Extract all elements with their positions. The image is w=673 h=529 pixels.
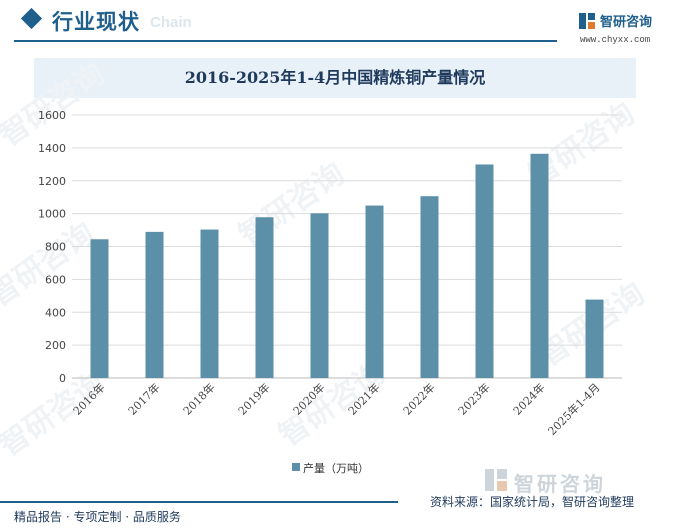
bar-chart: 0 200 400 600 800 1000 1200 1400 1600 2016年 2017年 2… bbox=[38, 109, 622, 438]
bar-5 bbox=[365, 205, 384, 378]
chart-title-band bbox=[34, 58, 636, 98]
y-tick-label: 1200 bbox=[38, 175, 66, 188]
brand-url: www.chyxx.com bbox=[580, 35, 651, 45]
footer-logo: 智研咨询 bbox=[484, 468, 654, 496]
diamond-icon bbox=[20, 7, 43, 30]
bar-1 bbox=[145, 231, 164, 378]
brand-logo-icon bbox=[579, 13, 595, 29]
bar-8 bbox=[530, 153, 549, 378]
y-tick-label: 400 bbox=[45, 306, 66, 319]
x-tick-label: 2025年1-4月 bbox=[545, 380, 603, 438]
header: 行业现状 Chain 智研咨询 www.chyxx.com bbox=[0, 0, 673, 46]
y-tick-label: 0 bbox=[59, 372, 66, 385]
header-divider bbox=[14, 40, 557, 42]
x-tick-label: 2019年 bbox=[235, 380, 272, 417]
footer-logo-text: 智研咨询 bbox=[514, 472, 606, 496]
bar-7 bbox=[475, 164, 494, 378]
bar-9 bbox=[585, 299, 604, 378]
y-tick-label: 1600 bbox=[38, 109, 66, 122]
x-tick-label: 2017年 bbox=[125, 380, 162, 417]
bar-0 bbox=[90, 239, 109, 378]
footer-tagline: 精品报告 · 专项定制 · 品质服务 bbox=[14, 510, 181, 524]
brand-name: 智研咨询 bbox=[600, 15, 653, 30]
bar-3 bbox=[255, 217, 274, 378]
y-tick-label: 1000 bbox=[38, 208, 66, 221]
y-tick-label: 600 bbox=[45, 273, 66, 286]
x-tick-label: 2024年 bbox=[510, 380, 547, 417]
legend-label: 产量（万吨） bbox=[303, 462, 369, 475]
x-tick-label: 2016年 bbox=[70, 380, 107, 417]
footer-divider bbox=[0, 501, 398, 503]
chart-title: 2016-2025年1-4月中国精炼铜产量情况 bbox=[184, 68, 486, 87]
bar-6 bbox=[420, 196, 439, 378]
brand[interactable]: 智研咨询 www.chyxx.com bbox=[578, 10, 670, 45]
y-tick-label: 800 bbox=[45, 241, 66, 254]
x-tick-label: 2023年 bbox=[455, 380, 492, 417]
ghost-chain-text: Chain bbox=[150, 14, 192, 31]
y-tick-label: 1400 bbox=[38, 142, 66, 155]
x-tick-label: 2022年 bbox=[400, 380, 437, 417]
data-source: 资料来源：国家统计局，智研咨询整理 bbox=[430, 495, 635, 509]
footer-logo-icon bbox=[485, 469, 507, 491]
section-title: 行业现状 bbox=[52, 10, 140, 34]
x-tick-label: 2018年 bbox=[180, 380, 217, 417]
bar-4 bbox=[310, 213, 329, 378]
y-tick-label: 200 bbox=[45, 339, 66, 352]
legend-swatch bbox=[292, 463, 300, 471]
bar-2 bbox=[200, 229, 219, 378]
x-tick-label: 2021年 bbox=[345, 380, 382, 417]
x-tick-label: 2020年 bbox=[290, 380, 327, 417]
